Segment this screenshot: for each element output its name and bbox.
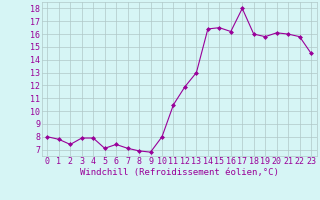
X-axis label: Windchill (Refroidissement éolien,°C): Windchill (Refroidissement éolien,°C)	[80, 168, 279, 177]
